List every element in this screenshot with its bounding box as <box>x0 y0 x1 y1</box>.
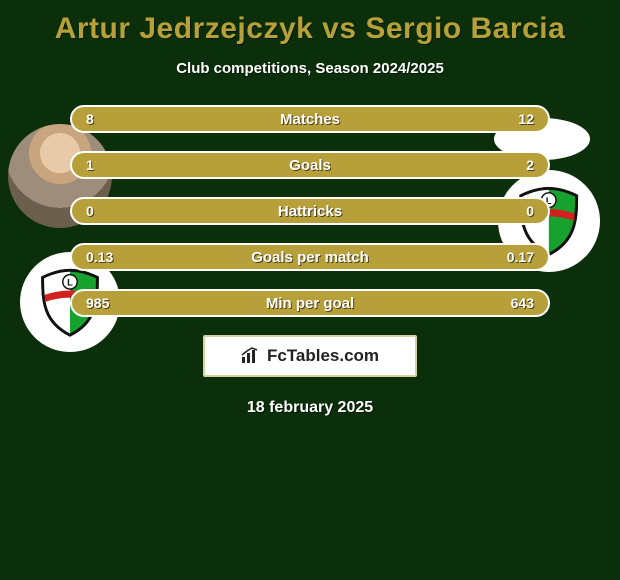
stat-row: 985 Min per goal 643 <box>70 289 550 317</box>
stat-label: Goals per match <box>72 249 548 266</box>
stat-row: 0 Hattricks 0 <box>70 197 550 225</box>
page-title: Artur Jedrzejczyk vs Sergio Barcia <box>0 0 620 46</box>
subtitle: Club competitions, Season 2024/2025 <box>0 60 620 77</box>
date-line: 18 february 2025 <box>0 399 620 417</box>
stat-label: Min per goal <box>72 295 548 312</box>
bar-chart-icon <box>241 347 261 365</box>
stat-row: 8 Matches 12 <box>70 105 550 133</box>
brand-text: FcTables.com <box>267 346 379 366</box>
stat-row: 1 Goals 2 <box>70 151 550 179</box>
brand-badge[interactable]: FcTables.com <box>203 335 417 377</box>
stat-label: Hattricks <box>72 203 548 220</box>
stat-label: Goals <box>72 157 548 174</box>
stat-label: Matches <box>72 111 548 128</box>
stat-row: 0.13 Goals per match 0.17 <box>70 243 550 271</box>
stat-zone: 8 Matches 12 1 Goals 2 0 Hattricks 0 0.1… <box>70 105 550 317</box>
